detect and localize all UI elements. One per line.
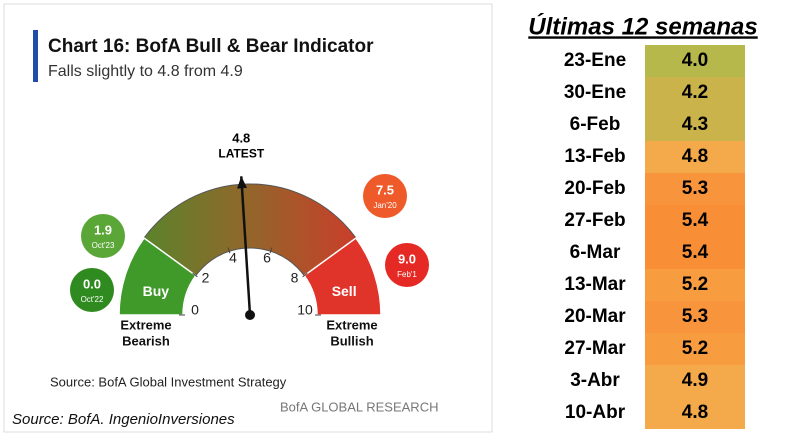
row-date: 27-Mar [564, 338, 626, 359]
callout [81, 214, 125, 258]
row-date: 10-Abr [565, 402, 626, 423]
value-cell [645, 77, 745, 109]
title-bar [33, 30, 38, 82]
callout [385, 243, 429, 287]
caption: Source: BofA. IngenioInversiones [12, 411, 235, 428]
callout [363, 174, 407, 218]
latest-value: 4.8 [232, 131, 250, 146]
row-date: 23-Ene [564, 50, 626, 71]
row-value: 4.8 [682, 146, 708, 167]
tick-mark [269, 247, 273, 254]
latest-label: LATEST [218, 146, 264, 160]
value-cell [645, 237, 745, 269]
end-label: Extreme [326, 317, 377, 332]
callout-value: 1.9 [94, 222, 112, 237]
row-value: 4.2 [682, 82, 708, 103]
row-date: 30-Ene [564, 82, 626, 103]
row-value: 4.3 [682, 114, 708, 135]
needle [240, 176, 252, 316]
tick-label: 0 [191, 302, 199, 318]
end-label: Bullish [330, 333, 373, 348]
value-cell [645, 109, 745, 141]
row-value: 5.2 [682, 338, 708, 359]
row-value: 5.4 [682, 242, 709, 263]
needle-head [237, 176, 248, 189]
source: Source: BofA Global Investment Strategy [50, 374, 287, 389]
value-cell [645, 173, 745, 205]
tick-label: 4 [229, 249, 237, 265]
row-date: 13-Mar [564, 274, 626, 295]
callout [70, 268, 114, 312]
zone-label: Buy [143, 283, 170, 299]
row-date: 3-Abr [570, 370, 620, 391]
callout-value: 0.0 [83, 276, 101, 291]
tick-label: 8 [291, 269, 299, 285]
row-value: 5.3 [682, 306, 708, 327]
callout-value: 7.5 [376, 182, 394, 197]
callout-date: Oct'22 [81, 295, 104, 304]
value-cell [645, 45, 745, 77]
gauge-zone [118, 236, 197, 316]
table-title: Últimas 12 semanas [528, 12, 757, 40]
end-label: Extreme [120, 317, 171, 332]
value-cell [645, 365, 745, 397]
needle-hub [245, 310, 255, 320]
zone-label: Sell [332, 283, 357, 299]
row-value: 5.3 [682, 178, 708, 199]
gauge-zone [303, 236, 382, 316]
callout-date: Oct'23 [92, 241, 115, 250]
tick-label: 6 [263, 249, 271, 265]
callout-date: Feb'1 [397, 270, 417, 279]
callout-date: Jan'20 [373, 201, 397, 210]
chart-title: Chart 16: BofA Bull & Bear Indicator [48, 36, 374, 57]
row-date: 6-Feb [570, 114, 621, 135]
value-cell [645, 269, 745, 301]
tick-mark [227, 247, 231, 254]
row-value: 5.2 [682, 274, 708, 295]
row-value: 4.8 [682, 402, 708, 423]
tick-label: 2 [202, 269, 210, 285]
value-cell [645, 205, 745, 237]
tick-label: 10 [297, 302, 313, 318]
end-label: Bearish [122, 333, 170, 348]
row-value: 4.9 [682, 370, 708, 391]
callout-value: 9.0 [398, 251, 416, 266]
value-cell [645, 397, 745, 429]
row-date: 20-Feb [564, 178, 625, 199]
tick-mark [192, 272, 198, 278]
row-date: 20-Mar [564, 306, 626, 327]
value-cell [645, 333, 745, 365]
chart-subtitle: Falls slightly to 4.8 from 4.9 [48, 63, 243, 80]
row-date: 27-Feb [564, 210, 625, 231]
tick-mark [302, 272, 308, 278]
row-value: 4.0 [682, 50, 708, 71]
value-cell [645, 141, 745, 173]
row-date: 6-Mar [570, 242, 621, 263]
value-cell [645, 301, 745, 333]
row-value: 5.4 [682, 210, 709, 231]
watermark: BofA GLOBAL RESEARCH [280, 399, 438, 414]
row-date: 13-Feb [564, 146, 625, 167]
